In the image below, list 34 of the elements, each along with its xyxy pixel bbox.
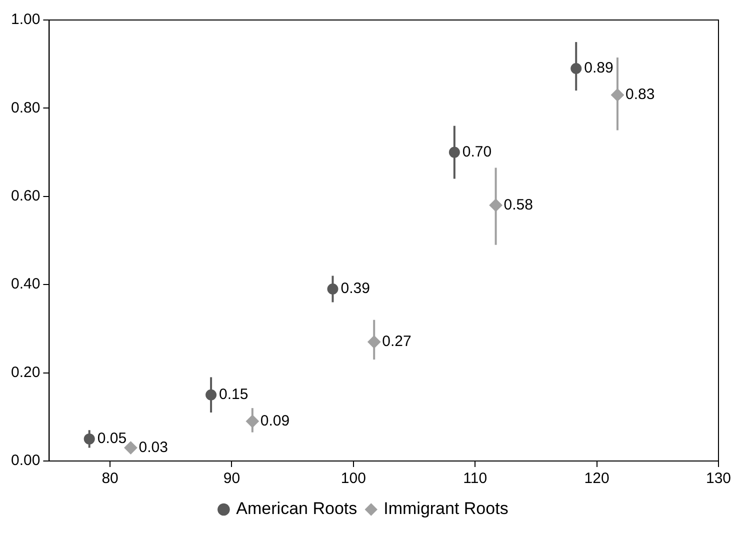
point bbox=[489, 198, 502, 212]
point bbox=[570, 63, 582, 74]
point bbox=[206, 389, 217, 400]
data-label: 0.58 bbox=[504, 196, 533, 214]
x-tick-label: 120 bbox=[584, 470, 610, 488]
x-tick-label: 90 bbox=[223, 470, 240, 488]
point bbox=[327, 284, 338, 295]
data-label: 0.27 bbox=[382, 333, 412, 350]
y-tick-label: 0.60 bbox=[10, 188, 40, 205]
y-tick-label: 0.00 bbox=[10, 452, 40, 470]
data-label: 0.15 bbox=[219, 386, 248, 403]
data-label: 0.03 bbox=[138, 438, 168, 456]
y-tick-label: 0.80 bbox=[10, 99, 40, 116]
point bbox=[368, 335, 381, 348]
data-label: 0.05 bbox=[97, 430, 127, 448]
data-label: 0.09 bbox=[260, 412, 290, 430]
point bbox=[246, 414, 259, 428]
legend-label: Immigrant Roots bbox=[384, 499, 508, 518]
y-tick-label: 0.40 bbox=[10, 276, 40, 293]
point bbox=[448, 146, 460, 158]
data-label: 0.89 bbox=[584, 60, 614, 77]
y-tick-label: 1.00 bbox=[10, 11, 40, 28]
x-tick-label: 100 bbox=[340, 470, 366, 488]
data-label: 0.83 bbox=[625, 86, 655, 104]
data-label: 0.39 bbox=[340, 280, 370, 298]
point bbox=[610, 88, 624, 102]
x-tick-label: 110 bbox=[463, 470, 488, 488]
x-tick-label: 80 bbox=[102, 470, 118, 488]
legend-label: American Roots bbox=[236, 499, 358, 518]
y-tick-label: 0.20 bbox=[10, 364, 40, 381]
x-tick-label: 130 bbox=[706, 470, 731, 488]
point bbox=[84, 433, 95, 444]
point bbox=[124, 441, 138, 454]
data-label: 0.70 bbox=[462, 143, 492, 160]
